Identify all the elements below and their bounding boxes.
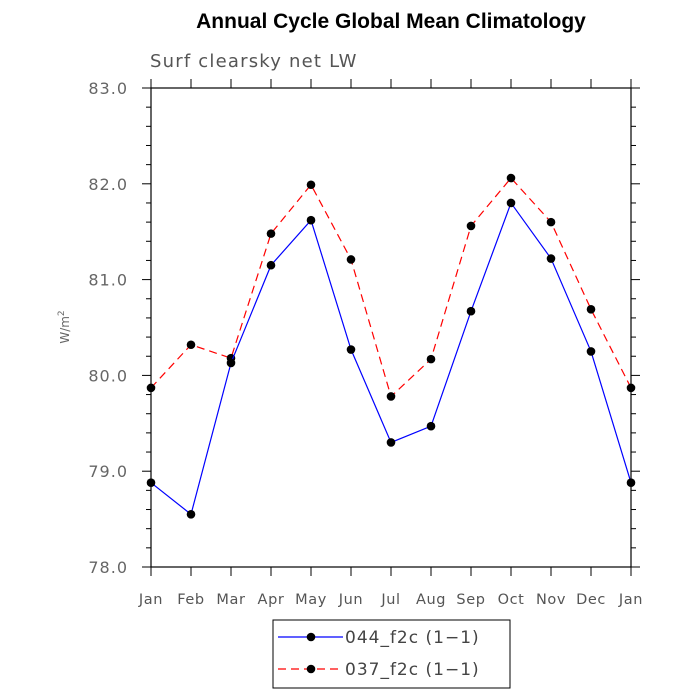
series-037_f2c [146, 173, 636, 401]
legend-label: 044_f2c (1−1) [345, 628, 480, 648]
data-point [506, 173, 516, 183]
data-point [546, 217, 556, 227]
data-point [626, 383, 636, 393]
x-axis-ticks: Jan Feb Mar Apr May Jun Jul Aug Sep Oct Nov Dec Jan [138, 79, 643, 608]
x-tick-label: Oct [498, 592, 525, 608]
data-point [426, 421, 436, 431]
legend-box [272, 619, 511, 689]
data-point [386, 438, 396, 447]
y-tick-label: 79.0 [88, 462, 128, 481]
series-layer [146, 173, 636, 519]
legend-marker [306, 632, 316, 642]
y-tick-label: 81.0 [88, 271, 128, 290]
x-tick-label: Jan [618, 592, 643, 608]
series-line [150, 177, 632, 398]
data-point [546, 254, 556, 263]
data-point [186, 510, 196, 519]
y-tick-label: 80.0 [88, 366, 128, 385]
data-point [466, 306, 476, 316]
data-point [266, 229, 276, 238]
series-044_f2c [146, 198, 636, 519]
y-tick-label: 83.0 [88, 79, 128, 98]
data-point [186, 340, 196, 350]
data-point [346, 255, 356, 264]
data-point [386, 392, 396, 401]
x-tick-label: Jul [380, 592, 400, 608]
data-point [226, 358, 236, 368]
plot-border [150, 87, 632, 568]
series-line [150, 201, 632, 516]
x-tick-label: Mar [216, 592, 245, 608]
plot-frame [150, 87, 632, 568]
data-point [506, 198, 516, 208]
legend-label: 037_f2c (1−1) [345, 660, 480, 680]
data-point [466, 221, 476, 231]
data-point [626, 478, 636, 487]
data-point [586, 304, 596, 314]
y-tick-label: 82.0 [88, 175, 128, 194]
legend: 044_f2c (1−1) 037_f2c (1−1) [272, 619, 511, 689]
x-tick-label: Sep [456, 592, 485, 608]
data-point [266, 260, 276, 270]
chart-title: Annual Cycle Global Mean Climatology [196, 10, 586, 33]
data-point [306, 215, 316, 225]
x-tick-label: Dec [576, 592, 606, 608]
legend-marker [306, 664, 316, 674]
data-point [146, 478, 156, 487]
chart-subtitle: Surf clearsky net LW [150, 51, 358, 72]
data-point [586, 347, 596, 356]
data-point [306, 180, 316, 190]
data-point [146, 383, 156, 393]
y-axis-ticks: 78.0 79.0 80.0 81.0 82.0 83.0 [88, 79, 640, 577]
x-tick-label: Aug [416, 592, 446, 608]
x-tick-label: Jun [338, 592, 363, 608]
y-axis-label: W/m2 [57, 310, 72, 343]
x-tick-label: Feb [177, 592, 204, 608]
y-tick-label: 78.0 [88, 558, 128, 577]
x-tick-label: May [295, 592, 327, 608]
x-tick-label: Nov [536, 592, 566, 608]
data-point [426, 354, 436, 364]
data-point [346, 345, 356, 354]
x-tick-label: Jan [138, 592, 163, 608]
x-tick-label: Apr [258, 592, 285, 608]
